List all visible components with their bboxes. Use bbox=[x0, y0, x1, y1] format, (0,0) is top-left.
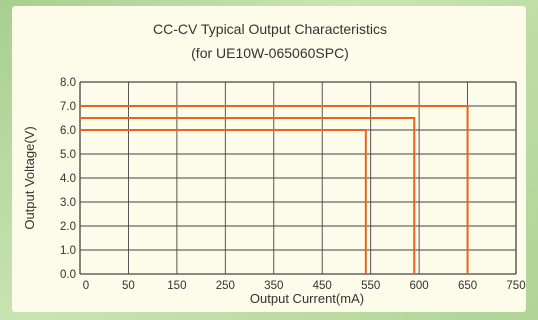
x-tick-label: 150 bbox=[167, 280, 186, 292]
chart-subtitle: (for UE10W-065060SPC) bbox=[191, 45, 349, 61]
y-tick-label: 0.0 bbox=[60, 269, 76, 281]
x-tick-label: 50 bbox=[122, 280, 135, 292]
y-tick-label: 7.0 bbox=[60, 101, 76, 113]
y-tick-label: 5.0 bbox=[60, 149, 76, 161]
x-axis-title: Output Current(mA) bbox=[250, 291, 364, 306]
x-tick-label: 350 bbox=[264, 280, 283, 292]
chart-panel: CC-CV Typical Output Characteristics (fo… bbox=[12, 6, 526, 312]
x-tick-label: 600 bbox=[410, 280, 429, 292]
series-line-3 bbox=[80, 105, 469, 274]
series-layer bbox=[80, 105, 469, 274]
grid bbox=[79, 81, 517, 275]
x-tick-label: 650 bbox=[458, 280, 477, 292]
y-tick-label: 8.0 bbox=[60, 77, 76, 89]
y-tick-label: 3.0 bbox=[60, 197, 76, 209]
y-tick-label: 6.0 bbox=[60, 125, 76, 137]
x-tick-label: 450 bbox=[313, 280, 332, 292]
x-tick-label: 550 bbox=[361, 280, 380, 292]
chart: CC-CV Typical Output Characteristics (fo… bbox=[22, 21, 526, 306]
y-tick-label: 4.0 bbox=[60, 173, 76, 185]
y-tick-label: 2.0 bbox=[60, 221, 76, 233]
y-axis-title: Output Voltage(V) bbox=[22, 126, 37, 229]
series-line-2 bbox=[80, 117, 416, 274]
tick-labels: 0 50 150 250 350 450 550 600 650 750 0.0 1.0 2.0 3.0 4… bbox=[60, 77, 526, 292]
chart-title: CC-CV Typical Output Characteristics bbox=[153, 21, 387, 37]
y-tick-label: 1.0 bbox=[60, 245, 76, 257]
x-tick-label: 0 bbox=[83, 280, 89, 292]
x-tick-label: 750 bbox=[506, 280, 525, 292]
series-line-1 bbox=[80, 129, 367, 274]
x-tick-label: 250 bbox=[216, 280, 235, 292]
